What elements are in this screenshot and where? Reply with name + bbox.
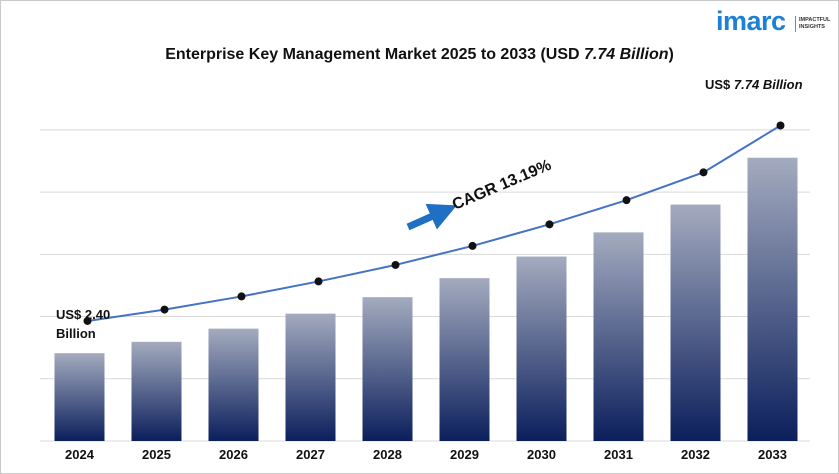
trend-point-2025: [160, 305, 169, 314]
bar-2024: [54, 353, 105, 441]
x-tick-label: 2028: [373, 447, 402, 462]
imarc-logo: imarc IMPACTFUL INSIGHTS: [716, 6, 836, 36]
x-tick-label: 2030: [527, 447, 556, 462]
bar-2029: [439, 278, 490, 441]
x-tick-label: 2024: [65, 447, 95, 462]
chart-title-value: 7.74 Billion: [584, 46, 669, 63]
trend-point-2024: [83, 316, 92, 325]
x-tick-label: 2026: [219, 447, 248, 462]
trend-point-2031: [622, 196, 631, 205]
bar-2032: [670, 204, 721, 441]
bar-2030: [516, 256, 567, 441]
start-value-label-line2: Billion: [56, 326, 96, 341]
bar-2027: [285, 313, 336, 441]
end-value-label: US$ 7.74 Billion: [705, 77, 803, 92]
x-tick-label: 2025: [142, 447, 171, 462]
logo-wordmark: imarc: [716, 6, 786, 36]
bar-2031: [593, 232, 644, 441]
x-tick-label: 2032: [681, 447, 710, 462]
x-tick-label: 2033: [758, 447, 787, 462]
cagr-label: CAGR 13.19%: [450, 157, 554, 214]
trend-line: [83, 121, 785, 325]
trend-point-2032: [699, 168, 708, 177]
trend-point-2028: [391, 260, 400, 269]
x-tick-labels: 2024 2025 2026 2027 2028 2029 2030 2031 2032 2033: [65, 447, 787, 462]
logo-divider: [795, 16, 796, 32]
trend-point-2033: [776, 121, 785, 130]
start-value-label-line1: US$ 2.40: [56, 307, 110, 322]
x-tick-label: 2027: [296, 447, 325, 462]
bar-2028: [362, 297, 413, 441]
cagr-arrow: [406, 203, 457, 231]
bars: [54, 157, 798, 441]
chart-title-close: ): [668, 46, 674, 63]
x-tick-label: 2029: [450, 447, 479, 462]
trend-polyline: [87, 124, 782, 322]
bar-2026: [208, 328, 259, 441]
bar-2025: [131, 341, 182, 441]
trend-point-2027: [314, 277, 323, 286]
bar-2033: [747, 157, 798, 441]
trend-point-2030: [545, 220, 554, 229]
trend-point-2026: [237, 292, 246, 301]
logo-tagline: IMPACTFUL INSIGHTS: [799, 17, 831, 30]
trend-point-2029: [468, 241, 477, 250]
chart-title-main: Enterprise Key Management Market 2025 to…: [165, 46, 585, 63]
chart-title: Enterprise Key Management Market 2025 to…: [0, 46, 839, 64]
x-tick-label: 2031: [604, 447, 633, 462]
